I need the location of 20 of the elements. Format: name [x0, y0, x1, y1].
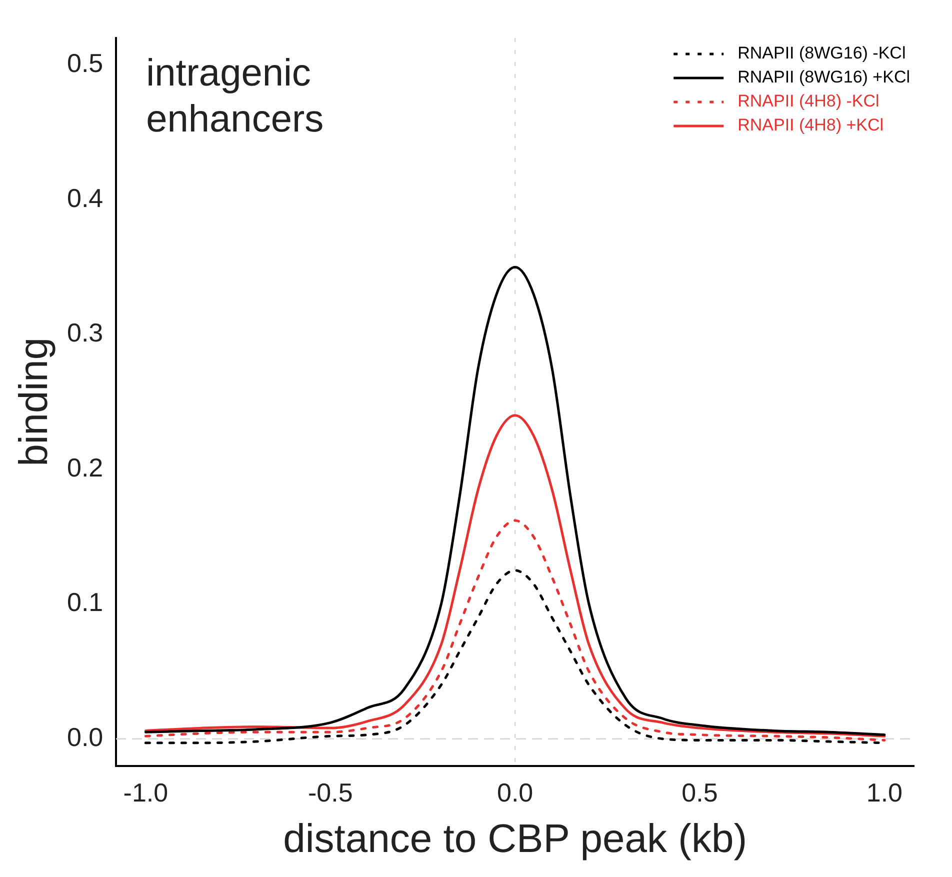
- line-series: [144, 266, 886, 736]
- x-tick-label: 0.5: [682, 778, 718, 808]
- y-tick-label: 0.3: [66, 318, 104, 348]
- legend-label: RNAPII (8WG16) -KCl: [738, 44, 906, 63]
- y-tick-label: 0.4: [66, 182, 104, 213]
- line-series: [144, 414, 886, 738]
- legend-label: RNAPII (8WG16) +KCl: [738, 68, 910, 87]
- y-tick-label: 0.0: [66, 722, 104, 752]
- y-tick-label: 0.1: [66, 587, 104, 618]
- x-tick-label: -1.0: [123, 778, 168, 808]
- legend-label: RNAPII (4H8) -KCl: [738, 92, 880, 111]
- x-tick-label: 1.0: [866, 778, 903, 808]
- y-axis-title: binding: [12, 337, 56, 466]
- x-tick-label: -0.5: [308, 778, 353, 808]
- y-tick-label: 0.2: [66, 452, 104, 482]
- legend-label: RNAPII (4H8) +KCl: [738, 116, 884, 135]
- x-axis-title: distance to CBP peak (kb): [283, 817, 748, 862]
- y-tick-label: 0.5: [66, 48, 104, 78]
- x-tick-label: 0.0: [496, 778, 534, 808]
- annotation: intragenic enhancers: [146, 52, 324, 140]
